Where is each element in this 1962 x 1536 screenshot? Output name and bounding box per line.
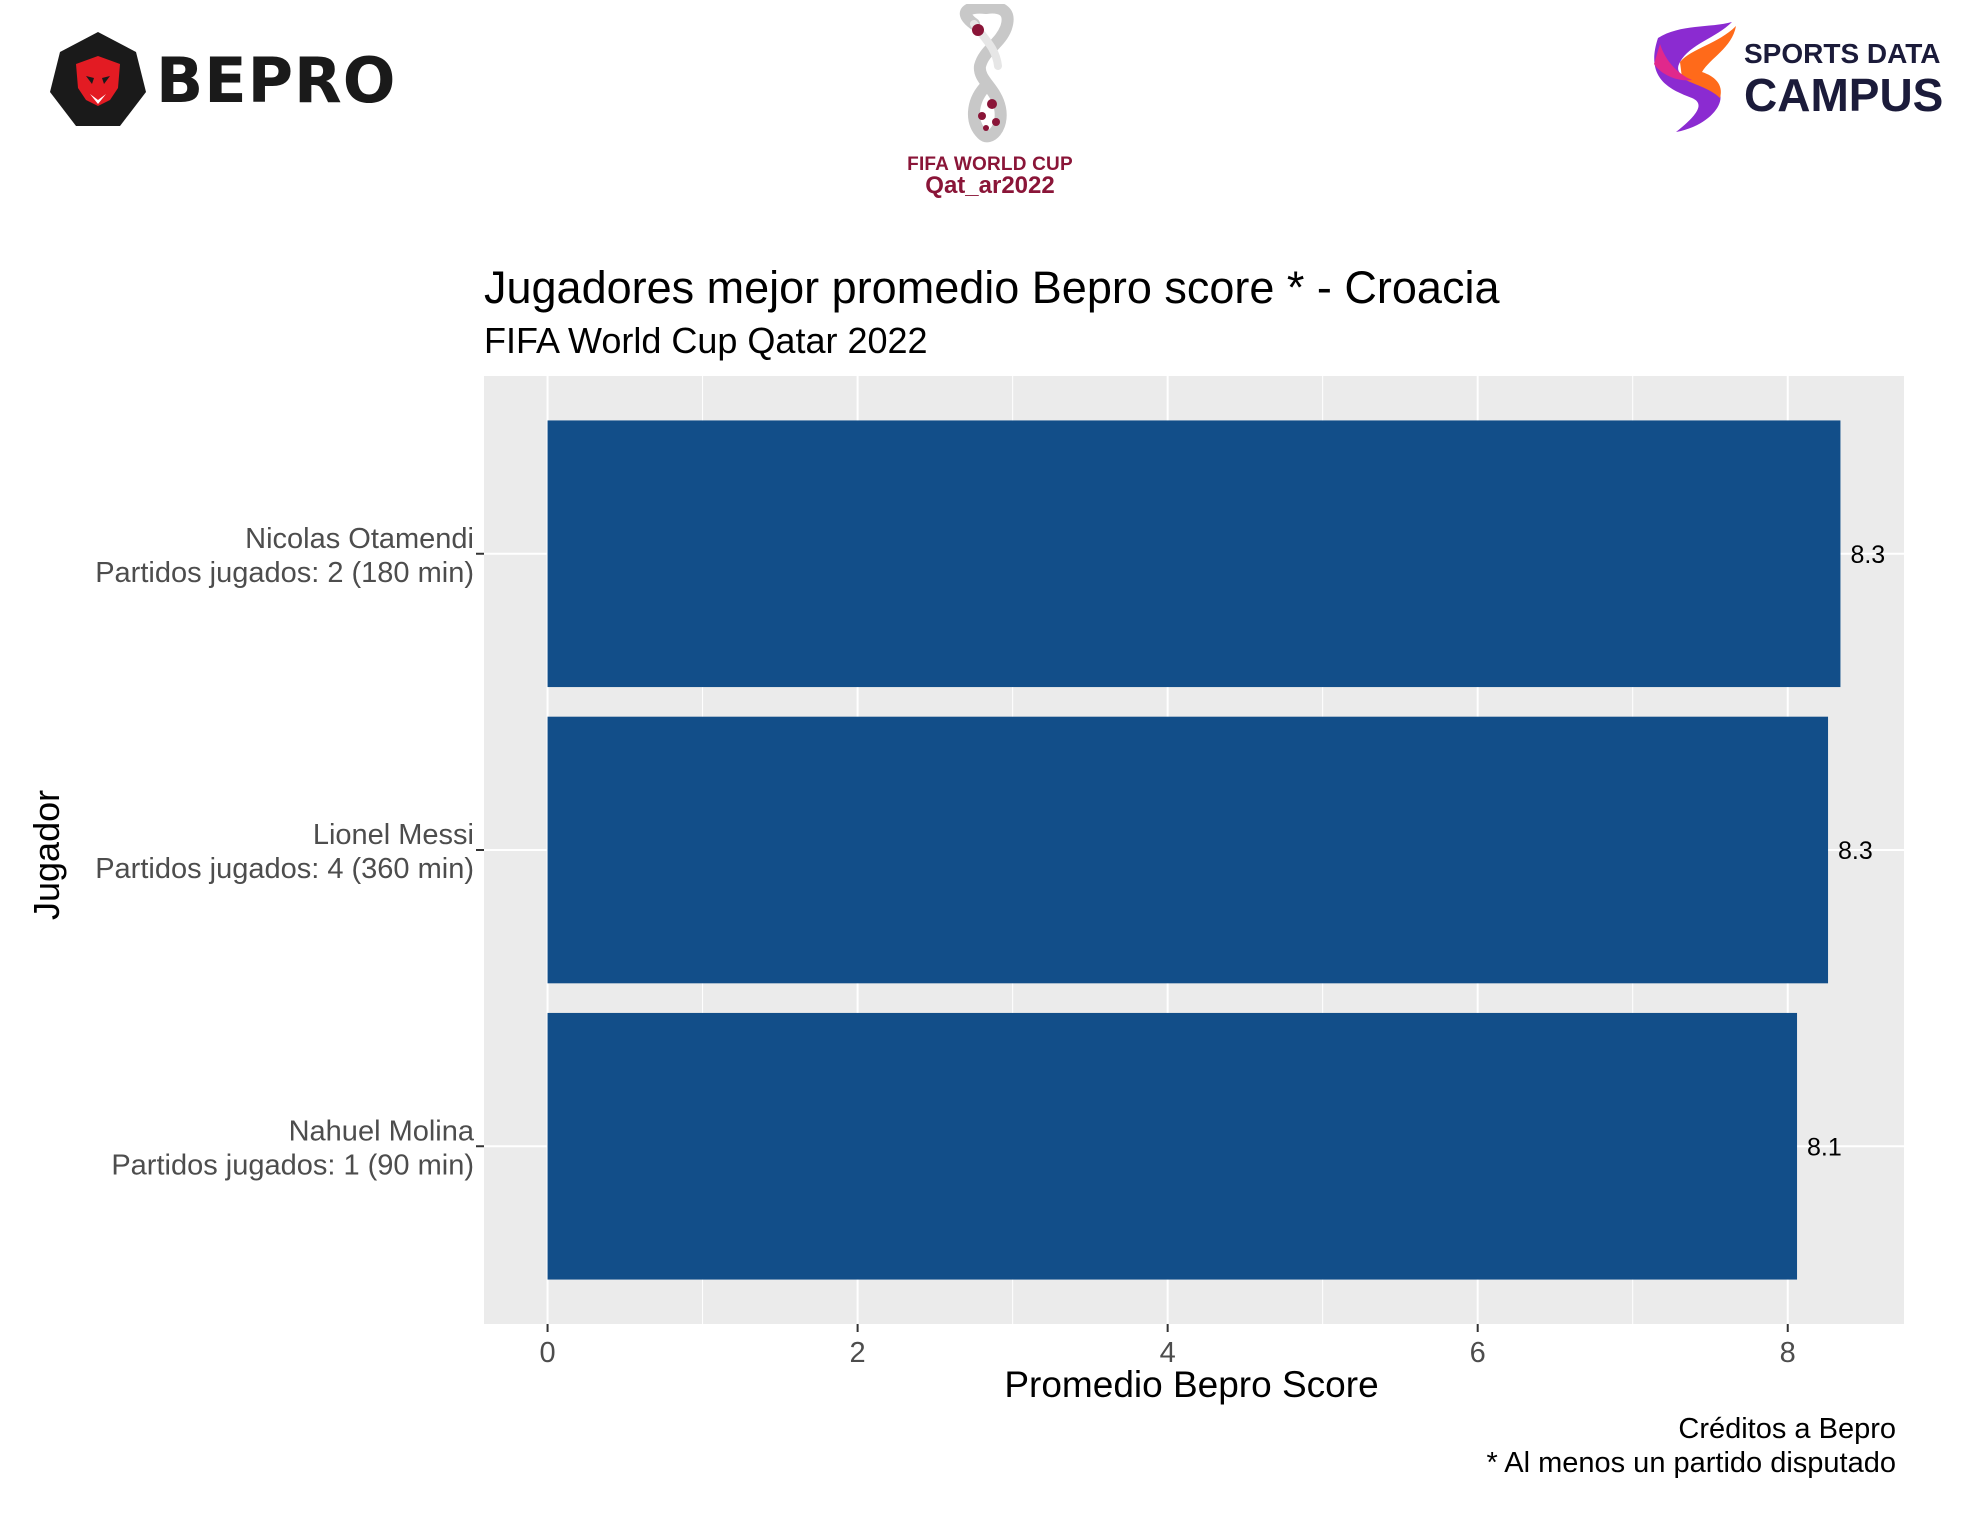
y-tick-label-name: Nahuel Molina	[289, 1115, 475, 1147]
data-label-3: 8.1	[1807, 1133, 1842, 1161]
sports-data-campus-logo: SPORTS DATA CAMPUS	[1640, 18, 1950, 138]
caption-footnote: * Al menos un partido disputado	[1486, 1447, 1897, 1479]
chart-subtitle: FIFA World Cup Qatar 2022	[484, 320, 928, 361]
lion-icon	[50, 32, 146, 126]
sdc-logo-line2: CAMPUS	[1744, 69, 1944, 121]
sdc-logo-line1: SPORTS DATA	[1744, 38, 1941, 69]
bepro-logo: BEPRO	[48, 30, 396, 130]
caption: Créditos a Bepro * Al menos un partido d…	[1487, 1412, 1897, 1480]
y-tick-label-name: Nicolas Otamendi	[245, 523, 474, 555]
fifa-world-cup-logo: FIFA WORLD CUP Qat_ar2022	[900, 1, 1080, 200]
y-tick-label-detail: Partidos jugados: 4 (360 min)	[95, 853, 474, 885]
world-cup-trophy-icon	[960, 1, 1014, 143]
data-label-1: 8.3	[1850, 541, 1885, 569]
fifa-logo-line1: FIFA WORLD CUP	[907, 154, 1073, 175]
y-tick-label-detail: Partidos jugados: 2 (180 min)	[95, 557, 474, 589]
caption-credits: Créditos a Bepro	[1678, 1413, 1896, 1445]
bar-2	[547, 716, 1829, 984]
x-tick-label: 2	[850, 1337, 866, 1369]
y-axis-label: Jugador	[26, 789, 67, 920]
swoosh-icon	[1654, 22, 1736, 132]
x-axis-label: Promedio Bepro Score	[1004, 1364, 1379, 1405]
bar-3	[547, 1012, 1798, 1280]
bar-1	[547, 420, 1841, 688]
x-tick-label: 8	[1780, 1337, 1796, 1369]
bepro-wordmark: BEPRO	[156, 44, 397, 117]
x-tick-label: 4	[1160, 1337, 1176, 1369]
x-tick-label: 6	[1470, 1337, 1486, 1369]
y-tick-label-name: Lionel Messi	[313, 819, 474, 851]
fifa-logo-line2: Qat_ar2022	[925, 172, 1055, 199]
chart-title: Jugadores mejor promedio Bepro score * -…	[484, 262, 1500, 313]
y-tick-label-detail: Partidos jugados: 1 (90 min)	[111, 1149, 474, 1181]
x-tick-label: 0	[539, 1337, 555, 1369]
data-label-2: 8.3	[1838, 837, 1873, 865]
